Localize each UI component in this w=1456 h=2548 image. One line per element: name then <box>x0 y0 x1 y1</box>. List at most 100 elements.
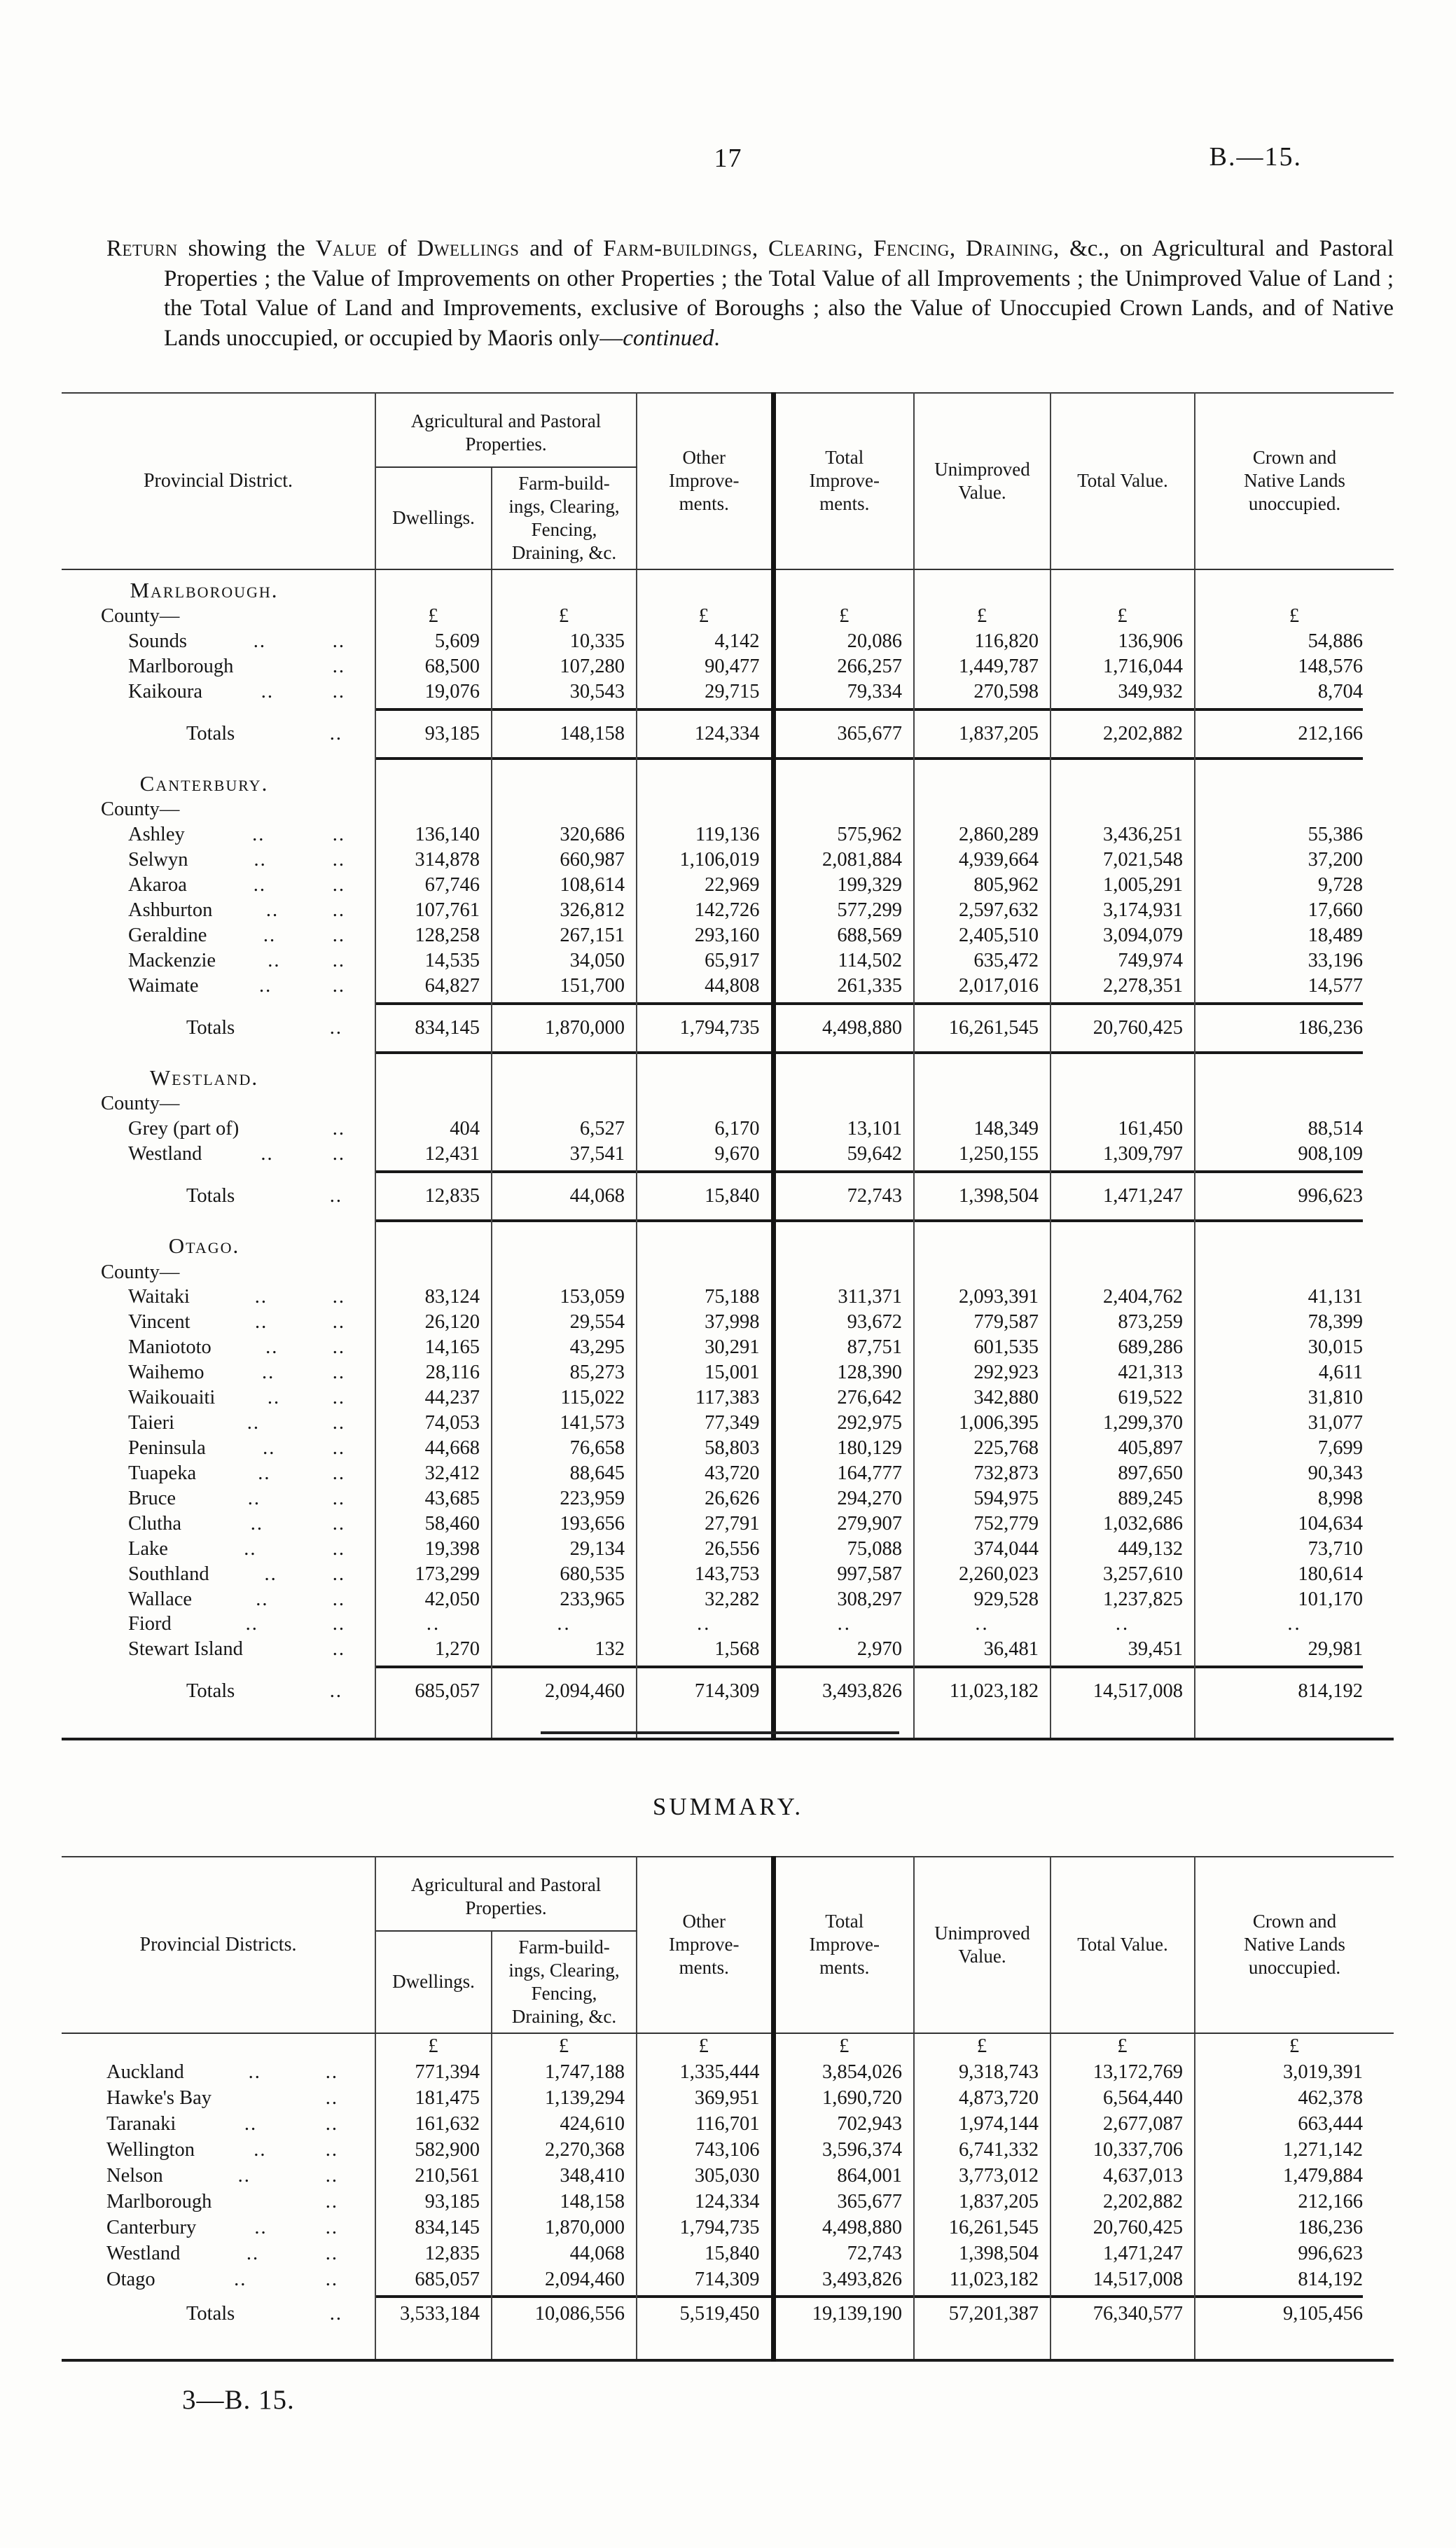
intro-segment: , <box>857 236 874 261</box>
value-cell: 72,743 <box>773 1177 915 1216</box>
value-cell: 90,343 <box>1308 1462 1363 1484</box>
leader-dots: .. <box>332 630 345 653</box>
rule-cell <box>773 2292 915 2301</box>
row-label-text: Auckland <box>106 2061 184 2084</box>
value-cell: 9,728 <box>1317 874 1363 896</box>
intro-segment: Fencing <box>873 236 950 261</box>
row-label-cell: Stewart Island.. <box>62 1637 376 1663</box>
value-cell: 267,151 <box>492 923 637 948</box>
col-farm-buildings: Farm-build- ings, Clearing, Fencing, Dra… <box>492 1931 637 2034</box>
value-cell: 73,710 <box>1308 1537 1363 1560</box>
row-label: Mackenzie.... <box>62 950 375 971</box>
leader-dots: .. <box>332 1311 345 1334</box>
county-row: Tuapeka.... 32,412 88,645 43,720 164,777 732,… <box>62 1460 1394 1486</box>
row-label-text: Marlborough <box>128 656 234 678</box>
rule-gap <box>62 753 376 763</box>
row-label: Westland.... <box>62 2243 375 2264</box>
county-label: County— <box>101 605 180 628</box>
section-heading-row: Canterbury. <box>62 763 1394 798</box>
value-cell: 77,349 <box>637 1411 776 1436</box>
leader-dots: .. <box>325 2242 338 2264</box>
row-label-cell: Southland.... <box>62 1561 376 1587</box>
value-cell: 32,412 <box>375 1460 492 1486</box>
col-other-improvements: Other Improve- ments. <box>637 1857 776 2034</box>
row-label-cell: Mackenzie.... <box>62 948 376 974</box>
value-cell: 1,335,444 <box>637 2059 776 2086</box>
rule-line <box>775 707 913 711</box>
county-label-row: County— <box>62 797 1394 823</box>
county-row: Wellington.... 582,900 2,270,368 743,106 3,5… <box>62 2137 1394 2163</box>
county-row: Maniototo.... 14,165 43,295 30,291 87,751 601… <box>62 1335 1394 1361</box>
main-table-header: Provincial District. Agricultural and Pa… <box>62 393 1394 570</box>
row-label-text: Vincent <box>128 1311 190 1334</box>
currency-cell: £ <box>375 2033 492 2060</box>
row-label-cell: Tuapeka.... <box>62 1460 376 1486</box>
value-cell: 3,174,931 <box>1051 898 1195 924</box>
leader-dots: .. <box>329 1016 342 1039</box>
county-label: County— <box>101 1261 180 1283</box>
value-cell: 30,015 <box>1308 1336 1363 1359</box>
county-label-row: County— <box>62 1091 1394 1117</box>
page-number: 17 <box>714 144 742 173</box>
value-cell: 20,086 <box>773 629 915 655</box>
row-label: Kaikoura.... <box>62 681 375 702</box>
rule-line <box>1051 1051 1194 1054</box>
value-cell: .. <box>637 1612 776 1637</box>
value-cell: 752,779 <box>914 1511 1051 1537</box>
row-label-text: Tuapeka <box>128 1462 197 1484</box>
value-cell: 311,371 <box>773 1285 915 1310</box>
main-table-body: Marlborough. County— £ £ £ £ £ £ £ Sounds.... 5,60… <box>62 569 1394 1740</box>
spacer-cell <box>773 1711 915 1740</box>
leader-dots: .. <box>332 1362 345 1384</box>
value-cell: 292,923 <box>914 1360 1051 1386</box>
row-label-cell: Taieri.... <box>62 1411 376 1436</box>
section-heading-cell: Westland. <box>62 1057 376 1092</box>
row-label-text: Westland <box>128 1143 202 1165</box>
currency-cell: £ <box>637 604 776 630</box>
intro-segment: of <box>377 236 417 261</box>
value-cell: 4,637,013 <box>1051 2163 1195 2189</box>
value-cell: 1,870,000 <box>492 1008 637 1048</box>
row-label-cell: Fiord.... <box>62 1612 376 1637</box>
value-cell: 3,773,012 <box>914 2163 1051 2189</box>
value-cell: 72,743 <box>773 2241 915 2267</box>
row-label-cell: Auckland.... <box>62 2059 376 2086</box>
leader-dots: .. <box>325 2087 338 2110</box>
value-cell: 889,245 <box>1051 1486 1195 1511</box>
row-label-text: Canterbury <box>106 2216 197 2238</box>
rule-line <box>492 707 636 711</box>
value-cell: 3,493,826 <box>773 2266 915 2292</box>
empty-cell <box>1195 569 1394 604</box>
row-label: Totals.. <box>62 1186 375 1207</box>
leader-dots: .. <box>247 1487 261 1509</box>
value-cell: 1,471,247 <box>1051 2241 1195 2267</box>
row-label-text: Nelson <box>106 2164 163 2187</box>
spacer-row <box>62 2327 1394 2360</box>
rule-row <box>62 1167 1394 1177</box>
rule-cell <box>375 1662 492 1673</box>
value-cell: 39,451 <box>1051 1637 1195 1663</box>
rule-cell <box>1051 753 1195 763</box>
value-cell: 148,349 <box>914 1116 1051 1142</box>
rule-cell <box>1051 1215 1195 1226</box>
value-cell: 1,250,155 <box>914 1142 1051 1168</box>
rule-line <box>1051 756 1194 760</box>
rule-gap <box>62 704 376 714</box>
row-label-cell: Lake.... <box>62 1536 376 1562</box>
value-cell: 79,334 <box>773 679 915 705</box>
spacer-cell <box>375 1711 492 1740</box>
leader-dots: .. <box>332 1512 345 1535</box>
row-label-text: Waitaki <box>128 1286 190 1308</box>
leader-dots: .. <box>256 1588 269 1610</box>
row-label-text: Totals <box>186 1680 235 1703</box>
county-row: Otago.... 685,057 2,094,460 714,309 3,493,82… <box>62 2266 1394 2292</box>
rule-cell <box>773 1047 915 1058</box>
rule-row <box>62 2292 1394 2301</box>
row-label-cell: Westland.... <box>62 2241 376 2267</box>
intro-segment: . <box>714 325 720 351</box>
rule-cell <box>492 1047 637 1058</box>
county-row: Grey (part of).. 404 6,527 6,170 13,101 148,3… <box>62 1116 1394 1142</box>
row-label-text: Ashley <box>128 824 185 846</box>
value-cell: 29,134 <box>492 1536 637 1562</box>
value-cell: 74,053 <box>375 1411 492 1436</box>
